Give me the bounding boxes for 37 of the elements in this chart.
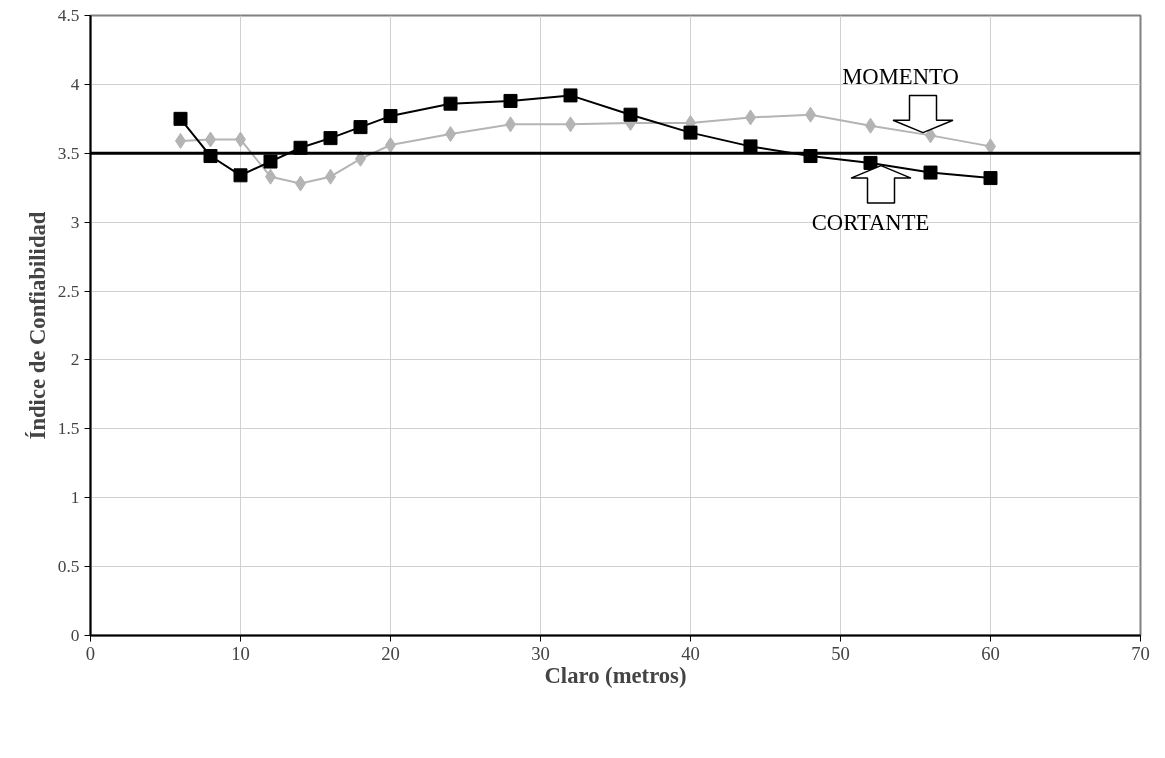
point [743,139,758,154]
y-axis-title: Índice de Confiabilidad [24,211,50,440]
y-tick-label: 0 [70,626,80,645]
x-tick-label: 70 [1131,642,1150,664]
y-tick-label: 3.5 [57,143,80,163]
point [323,131,338,146]
point [353,120,368,135]
y-tick-label: 2 [70,350,80,370]
y-tick-label: 1 [70,488,80,508]
y-tick-label: 2.5 [57,281,80,301]
point [863,155,878,170]
x-tick-label: 0 [85,642,96,664]
point [623,107,638,122]
x-axis-title: Claro (metros) [544,662,687,688]
point [263,154,278,169]
point [503,93,518,108]
point [563,88,578,103]
y-tick-label: 1.5 [57,419,80,439]
point [923,165,938,180]
point [443,96,458,111]
y-tick-label: 3 [70,212,80,232]
point [983,171,998,186]
annotation: CORTANTE [811,209,930,235]
point [683,125,698,140]
x-tick-label: 20 [381,642,400,664]
y-tick-label: 4 [70,74,80,94]
point [173,111,188,126]
x-tick-label: 10 [231,642,250,664]
point [233,168,248,183]
point [383,109,398,124]
x-tick-label: 60 [981,642,1000,664]
x-tick-label: 50 [831,642,850,664]
y-tick-label: 0.5 [57,557,80,577]
y-tick-label: 4.5 [57,6,80,25]
x-tick-label: 40 [681,642,700,664]
x-tick-label: 30 [531,642,550,664]
annotation: MOMENTO [842,63,959,89]
